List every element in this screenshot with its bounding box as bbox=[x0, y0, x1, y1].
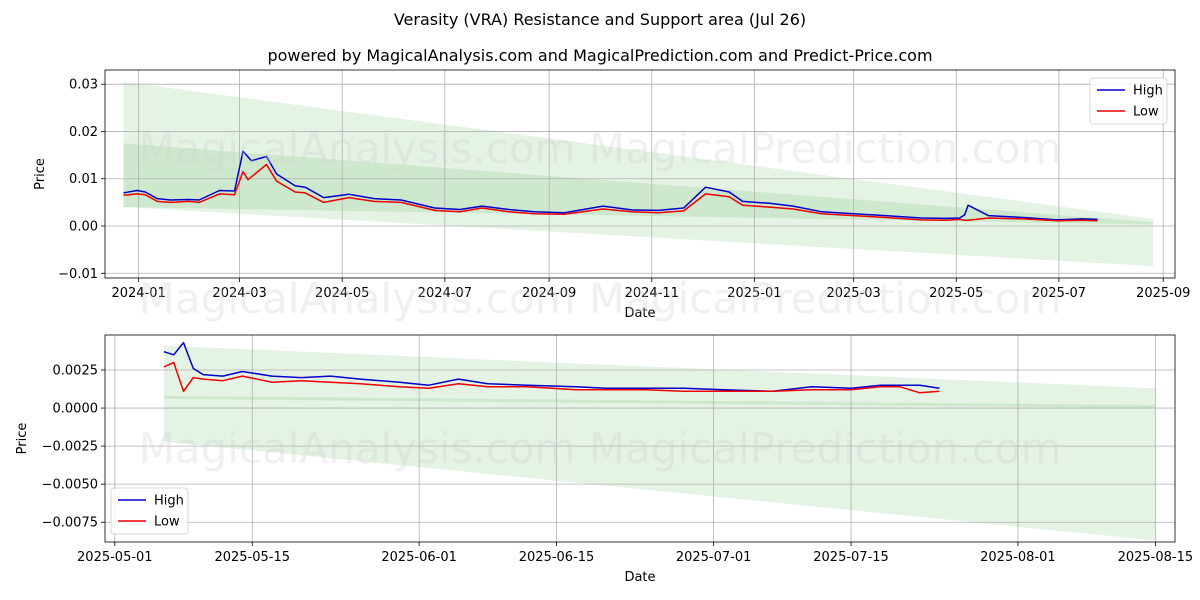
x-tick-label: 2024-05 bbox=[315, 286, 369, 301]
x-tick-label: 2025-09 bbox=[1136, 286, 1190, 301]
support-resistance-band bbox=[123, 81, 1154, 267]
series-low-line bbox=[163, 361, 940, 394]
watermark: MagicalAnalysis.com MagicalPrediction.co… bbox=[139, 124, 1062, 173]
support-resistance-band bbox=[163, 345, 1156, 541]
y-tick-label: 0.03 bbox=[69, 78, 98, 93]
x-tick-label: 2025-07-01 bbox=[676, 550, 752, 565]
x-tick-label: 2024-01 bbox=[111, 286, 165, 301]
legend-label-high: High bbox=[154, 494, 184, 509]
x-tick-label: 2024-07 bbox=[418, 286, 472, 301]
x-tick-label: 2024-09 bbox=[522, 286, 576, 301]
series-high-line bbox=[163, 341, 940, 393]
series-high-line bbox=[123, 150, 1098, 221]
y-tick-label: 0.0025 bbox=[53, 364, 99, 379]
support-resistance-band bbox=[163, 395, 1156, 409]
y-tick-label: 0.00 bbox=[69, 220, 98, 235]
x-tick-label: 2025-07-15 bbox=[813, 550, 889, 565]
x-tick-label: 2025-07 bbox=[1032, 286, 1086, 301]
y-axis-label: Price bbox=[15, 423, 30, 455]
x-axis-label: Date bbox=[624, 306, 655, 321]
y-tick-label: −0.0075 bbox=[42, 516, 98, 531]
legend: High Low bbox=[110, 487, 189, 535]
watermark: MagicalAnalysis.com MagicalPrediction.co… bbox=[139, 274, 1062, 323]
x-tick-label: 2025-05-15 bbox=[214, 550, 290, 565]
legend-label-low: Low bbox=[154, 515, 180, 530]
x-tick-label: 2025-08-15 bbox=[1118, 550, 1194, 565]
x-tick-label: 2024-03 bbox=[212, 286, 266, 301]
y-tick-label: −0.01 bbox=[58, 267, 98, 282]
x-tick-label: 2025-08-01 bbox=[980, 550, 1056, 565]
watermark: MagicalAnalysis.com MagicalPrediction.co… bbox=[139, 424, 1062, 473]
chart-subtitle: powered by MagicalAnalysis.com and Magic… bbox=[267, 46, 933, 65]
y-tick-label: −0.0050 bbox=[42, 478, 98, 493]
x-axis-label: Date bbox=[624, 570, 655, 585]
x-tick-label: 2025-03 bbox=[826, 286, 880, 301]
plot-frame bbox=[104, 69, 1176, 279]
legend: High Low bbox=[1089, 77, 1168, 125]
x-tick-label: 2025-05-01 bbox=[77, 550, 153, 565]
x-tick-label: 2025-06-01 bbox=[381, 550, 457, 565]
bottom-chart: 2025-05-01 2025-05-15 2025-06-01 2025-06-15… bbox=[15, 334, 1194, 585]
y-tick-label: 0.02 bbox=[69, 125, 98, 140]
chart-title: Verasity (VRA) Resistance and Support ar… bbox=[393, 10, 807, 29]
x-tick-label: 2025-01 bbox=[727, 286, 781, 301]
legend-label-high: High bbox=[1133, 84, 1163, 99]
plot-frame bbox=[104, 334, 1176, 543]
y-tick-label: −0.0025 bbox=[42, 440, 98, 455]
x-tick-label: 2024-11 bbox=[625, 286, 679, 301]
x-tick-label: 2025-05 bbox=[929, 286, 983, 301]
y-tick-label: 0.0000 bbox=[53, 402, 99, 417]
top-chart: 2024-01 2024-03 2024-05 2024-07 2024-09 2024-… bbox=[33, 69, 1190, 321]
y-axis-label: Price bbox=[33, 158, 48, 190]
legend-label-low: Low bbox=[1133, 105, 1159, 120]
support-resistance-band bbox=[123, 143, 1154, 225]
x-tick-label: 2025-06-15 bbox=[519, 550, 595, 565]
y-tick-label: 0.01 bbox=[69, 172, 98, 187]
series-low-line bbox=[123, 163, 1098, 222]
